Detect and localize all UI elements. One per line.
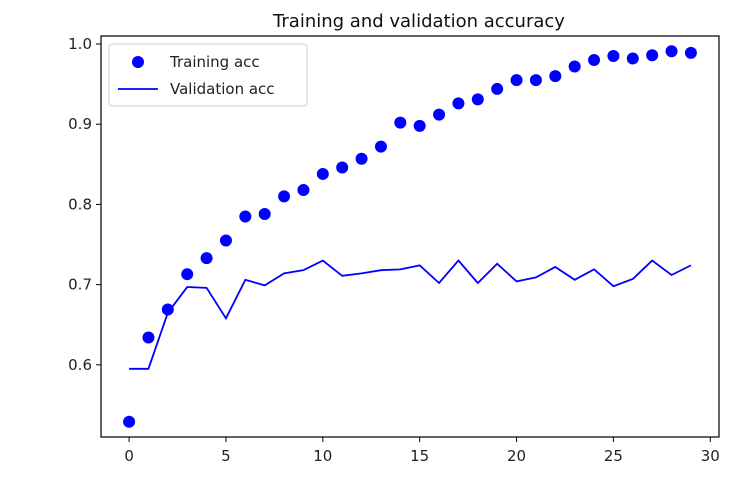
training-acc-point [568, 60, 581, 73]
training-acc-point [200, 252, 213, 265]
x-tick-label: 30 [701, 447, 720, 465]
training-acc-point [626, 52, 639, 65]
training-acc-point [433, 108, 446, 121]
training-acc-point [374, 140, 387, 153]
training-acc-point [684, 46, 697, 59]
y-axis: 0.6 0.7 0.8 0.9 1.0 [68, 35, 101, 374]
training-acc-point [510, 74, 523, 87]
training-acc-point [413, 119, 426, 132]
legend-box [108, 43, 308, 107]
y-tick-label: 0.9 [68, 115, 92, 133]
training-acc-point [665, 45, 678, 58]
training-acc-point [142, 331, 155, 344]
training-acc-point [394, 116, 407, 129]
validation-acc-line [129, 259, 692, 370]
legend-label: Validation acc [170, 80, 275, 98]
x-tick-label: 20 [507, 447, 526, 465]
x-tick-label: 25 [604, 447, 623, 465]
training-acc-point [529, 74, 542, 87]
x-axis: 0 5 10 15 20 25 30 [124, 437, 720, 465]
training-acc-point [316, 167, 329, 180]
legend: Training acc Validation acc [108, 43, 308, 107]
training-acc-point [355, 152, 368, 165]
training-acc-point [588, 54, 601, 67]
chart-title: Training and validation accuracy [272, 11, 565, 32]
training-acc-point [258, 208, 271, 221]
plot-frame [100, 35, 720, 438]
training-acc-point [646, 49, 659, 62]
y-tick-label: 1.0 [68, 35, 92, 53]
training-acc-point [549, 70, 562, 83]
training-acc-point [123, 415, 136, 428]
training-acc-point [181, 268, 194, 281]
training-acc-point [239, 210, 252, 223]
y-tick-label: 0.6 [68, 356, 92, 374]
training-acc-point [491, 82, 504, 95]
training-acc-point [278, 190, 291, 203]
y-tick-label: 0.7 [68, 276, 92, 294]
x-tick-label: 0 [124, 447, 134, 465]
training-acc-point [297, 183, 310, 196]
training-acc-point [452, 97, 465, 110]
training-acc-point [219, 234, 232, 247]
y-tick-label: 0.8 [68, 195, 92, 213]
training-acc-point [336, 161, 349, 174]
series-layer [123, 45, 697, 428]
x-tick-label: 15 [410, 447, 429, 465]
training-acc-point [471, 93, 484, 106]
legend-dot-swatch [132, 56, 144, 68]
x-tick-label: 10 [313, 447, 332, 465]
legend-label: Training acc [169, 53, 260, 71]
training-acc-point [607, 50, 620, 63]
x-tick-label: 5 [221, 447, 231, 465]
training-acc-point [161, 303, 174, 316]
